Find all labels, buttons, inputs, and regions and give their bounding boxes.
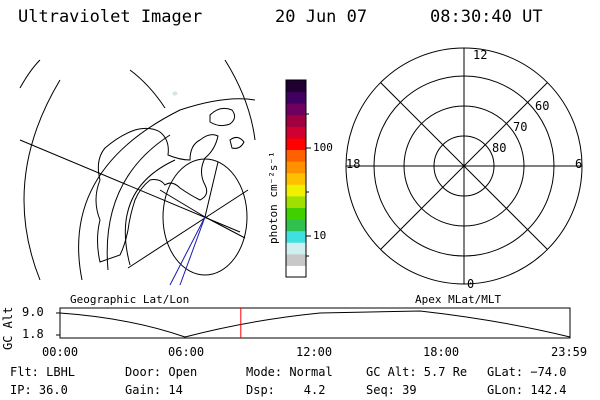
colorbar-cell — [286, 253, 306, 266]
meridian-5 — [204, 161, 219, 218]
time-tick-18: 18:00 — [423, 345, 460, 359]
alt-tick-low: 1.8 — [22, 327, 44, 341]
colorbar-cell — [286, 91, 306, 104]
latitude-arc-mid — [78, 98, 256, 281]
coastline-island — [209, 107, 236, 127]
latitude-arc-inner — [106, 134, 171, 271]
observation-time: 08:30:40 UT — [430, 7, 543, 27]
colorbar-cell — [286, 149, 306, 162]
colorbar-tick-10: 10 — [313, 229, 327, 242]
colorbar-units: photon cm⁻²s⁻¹ — [267, 151, 280, 244]
longitude-arc-upper — [129, 69, 166, 109]
status-seq: Seq: 39 — [366, 383, 417, 397]
status-glat: GLat: −74.0 — [487, 365, 567, 379]
status-ip: IP: 36.0 — [10, 383, 68, 397]
polar-caption: Apex MLat/MLT — [415, 293, 502, 306]
colorbar-cell — [286, 219, 306, 232]
orbit-track — [169, 216, 206, 286]
time-tick-end: 23:59 — [551, 345, 588, 359]
status-filter: Flt: LBHL — [10, 365, 76, 379]
mlt-label-6: 6 — [575, 157, 583, 171]
status-door: Door: Open — [125, 365, 198, 379]
status-gc-alt: GC Alt: 5.7 Re — [366, 365, 468, 379]
latitude-arc-left — [23, 79, 61, 281]
altitude-plot — [56, 307, 571, 339]
alt-ylabel: GC Alt — [1, 306, 15, 350]
status-gain: Gain: 14 — [125, 383, 183, 397]
mlt-label-0: 0 — [467, 277, 475, 291]
color-bar — [285, 79, 311, 278]
alt-tick-high: 9.0 — [22, 305, 44, 319]
coastline-island-2 — [229, 136, 245, 149]
image-dot — [172, 91, 178, 96]
map-caption: Geographic Lat/Lon — [70, 293, 190, 306]
colorbar-cell — [286, 207, 306, 220]
mlt-label-12: 12 — [473, 48, 488, 62]
time-tick-6: 06:00 — [168, 345, 205, 359]
geographic-map — [19, 59, 256, 286]
observation-date: 20 Jun 07 — [275, 7, 368, 27]
colorbar-cell — [286, 103, 306, 116]
instrument-title: Ultraviolet Imager — [18, 7, 203, 27]
meridian-2 — [127, 189, 249, 269]
latitude-arc-outer — [19, 59, 41, 89]
mlt-line-diag-2 — [380, 82, 548, 250]
mlt-label-18: 18 — [346, 157, 361, 171]
status-glon: GLon: 142.4 — [487, 383, 567, 397]
colorbar-cell — [286, 242, 306, 255]
colorbar-cell — [286, 161, 306, 174]
colorbar-cell — [286, 137, 306, 151]
meridian-1 — [19, 139, 241, 233]
colorbar-cell — [286, 114, 306, 127]
colorbar-cell — [286, 184, 306, 197]
colorbar-cell — [286, 172, 306, 185]
mlat-label-60: 60 — [535, 99, 550, 113]
meridian-4 — [159, 189, 206, 218]
time-tick-0: 00:00 — [42, 345, 79, 359]
status-mode: Mode: Normal — [246, 365, 333, 379]
colorbar-cell — [286, 195, 306, 208]
meridian-3 — [204, 216, 246, 239]
colorbar-cell — [286, 80, 306, 93]
colorbar-tick-100: 100 — [313, 141, 333, 154]
polar-plot — [345, 47, 583, 285]
coastline — [95, 127, 219, 263]
time-tick-12: 12:00 — [296, 345, 333, 359]
longitude-arc-right — [224, 59, 256, 141]
colorbar-cell — [286, 265, 306, 278]
mlat-label-70: 70 — [513, 120, 528, 134]
colorbar-cell — [286, 230, 306, 243]
altitude-curve — [59, 310, 571, 338]
latitude-arc-inner2 — [124, 159, 176, 266]
colorbar-cell — [286, 126, 306, 139]
status-dsp: Dsp: 4.2 — [246, 383, 326, 397]
mlat-label-80: 80 — [492, 141, 507, 155]
